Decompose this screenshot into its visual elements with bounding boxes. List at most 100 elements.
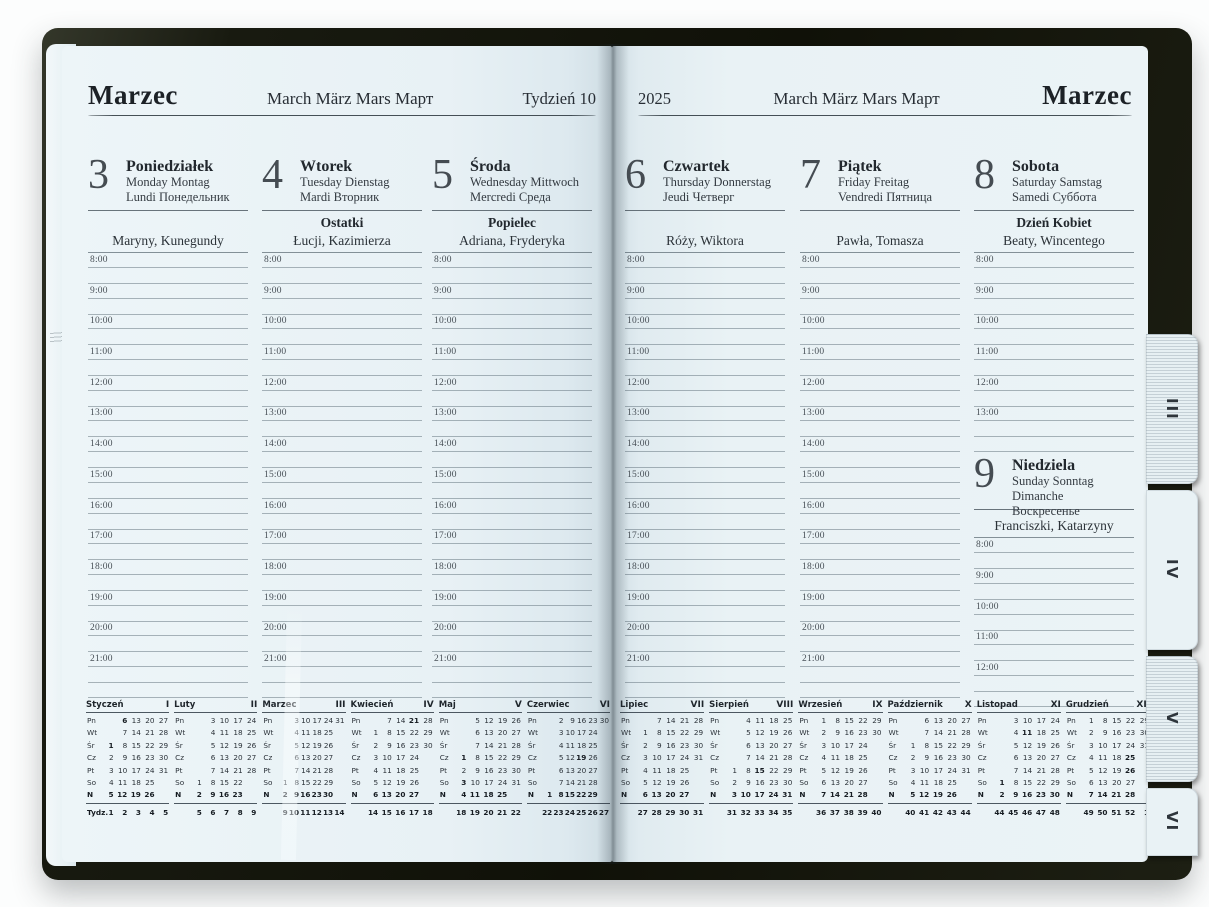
week-numbers-row: 18 19 20 21 22	[439, 807, 522, 819]
hour-slot: 21:00	[800, 652, 960, 683]
nameday-label: Łucji, Kazimierza	[262, 233, 422, 253]
date-cell: 1	[108, 740, 114, 750]
date-cell: 19	[233, 740, 243, 750]
hour-grid: 8:00 9:00 10:00 11:00 12:00 13:00	[974, 253, 1134, 455]
date-cell: 1	[643, 728, 648, 738]
half-hour-line	[800, 681, 960, 683]
date-cell: 30	[423, 740, 433, 750]
date-cell	[599, 789, 610, 801]
hour-slot: 8:00	[88, 253, 248, 284]
hour-label: 8:00	[434, 255, 452, 265]
hour-label: 20:00	[434, 623, 457, 634]
date-cell: 7	[294, 765, 300, 775]
date-cell: 30	[158, 753, 169, 763]
hour-line	[262, 328, 422, 330]
extra-line-row	[800, 683, 960, 701]
mini-month-name: Listopad	[976, 700, 1018, 710]
week-number-cell: 28	[651, 807, 662, 817]
weekday-abbrev: N	[1066, 790, 1073, 800]
date-cell: 24	[1125, 740, 1136, 750]
date-cell: 5	[910, 790, 916, 800]
mini-month-name: Sierpień	[709, 700, 749, 710]
weekday-abbrev: Pt	[439, 765, 447, 775]
week-row-label	[439, 807, 454, 819]
hour-label: 21:00	[264, 653, 287, 664]
weekday-abbrev: Pt	[175, 765, 183, 775]
date-cell: 1	[373, 728, 379, 738]
hour-line	[800, 635, 960, 637]
weekday-abbrev: Cz	[263, 753, 273, 763]
hour-line	[974, 267, 1134, 268]
date-cell: 18	[483, 790, 494, 800]
date-cell: 30	[783, 778, 793, 788]
date-cell: 29	[872, 716, 882, 725]
date-cell: 30	[322, 790, 334, 800]
hour-line	[800, 420, 960, 422]
date-cell: 27	[158, 716, 169, 725]
date-cell: 8	[746, 765, 751, 775]
weekday-abbrev: Śr	[351, 740, 360, 750]
day-name-en-de: Sunday Sonntag	[1012, 474, 1094, 489]
date-cell	[635, 715, 649, 727]
hour-slot: 19:00	[432, 591, 592, 622]
week-number-cell: 32	[740, 807, 751, 817]
mini-calendar-separator	[262, 802, 346, 804]
mini-calendar-header: Luty II	[174, 700, 258, 713]
extra-line-row	[88, 683, 248, 701]
extra-line-row	[432, 683, 592, 701]
hour-label: 14:00	[802, 439, 825, 450]
hour-label: 10:00	[802, 316, 825, 327]
mini-calendar-row: Cz 6 13 20 27	[174, 752, 257, 764]
mini-month-name: Lipiec	[620, 700, 649, 710]
date-cell: 7	[924, 728, 930, 738]
hour-line	[625, 359, 785, 361]
half-hour-line	[432, 436, 592, 438]
week-number-cell: 5	[163, 807, 169, 817]
date-cell: 12	[565, 753, 575, 763]
hour-label: 13:00	[627, 408, 650, 419]
half-hour-line	[88, 559, 248, 561]
hour-line	[974, 674, 1134, 676]
date-cell: 19	[130, 790, 141, 800]
date-cell: 9	[835, 728, 840, 738]
date-cell: 26	[783, 728, 793, 738]
hour-line	[800, 267, 960, 268]
hour-label: 21:00	[802, 653, 825, 664]
weekday-abbrev: N	[710, 790, 717, 800]
half-hour-line	[625, 467, 785, 469]
extra-line	[800, 696, 960, 698]
date-cell: 27	[783, 740, 793, 750]
date-cell: 9	[570, 716, 575, 725]
hour-line	[625, 512, 785, 514]
date-cell: 13	[301, 753, 311, 763]
hour-label: 9:00	[264, 285, 282, 296]
hour-label: 17:00	[434, 531, 457, 542]
date-cell: 27	[1050, 753, 1060, 763]
date-cell: 4	[1089, 753, 1094, 763]
hour-slot: 18:00	[432, 560, 592, 591]
half-hour-line	[262, 651, 422, 653]
date-cell: 13	[933, 716, 944, 725]
hour-grid: 8:00 9:00 10:00 11:00 12:00 13:00 14:00 15:00 16…	[432, 253, 592, 701]
mini-calendar-separator	[798, 802, 883, 804]
hour-label: 12:00	[434, 377, 457, 388]
hour-line	[432, 451, 592, 453]
week-row-label	[798, 807, 813, 819]
weekday-abbrev: Wt	[351, 728, 362, 738]
hour-slot: 20:00	[432, 621, 592, 653]
date-cell: 17	[933, 765, 944, 775]
mini-month-name: Czerwiec	[526, 700, 570, 710]
hour-label: 20:00	[264, 623, 287, 634]
mini-calendar-header: Styczeń I	[86, 700, 170, 713]
hour-slot: 9:00	[262, 284, 422, 315]
week-number-cell: 44	[960, 807, 971, 817]
date-cell: 16	[666, 740, 676, 750]
hour-line	[800, 297, 960, 299]
half-hour-line	[800, 375, 960, 377]
date-cell: 27	[408, 790, 420, 800]
date-cell: 31	[511, 778, 521, 788]
date-cell: 3	[643, 753, 648, 763]
weekday-abbrev: Pn	[621, 716, 630, 725]
hour-slot: 17:00	[800, 529, 960, 561]
date-cell	[420, 777, 434, 789]
